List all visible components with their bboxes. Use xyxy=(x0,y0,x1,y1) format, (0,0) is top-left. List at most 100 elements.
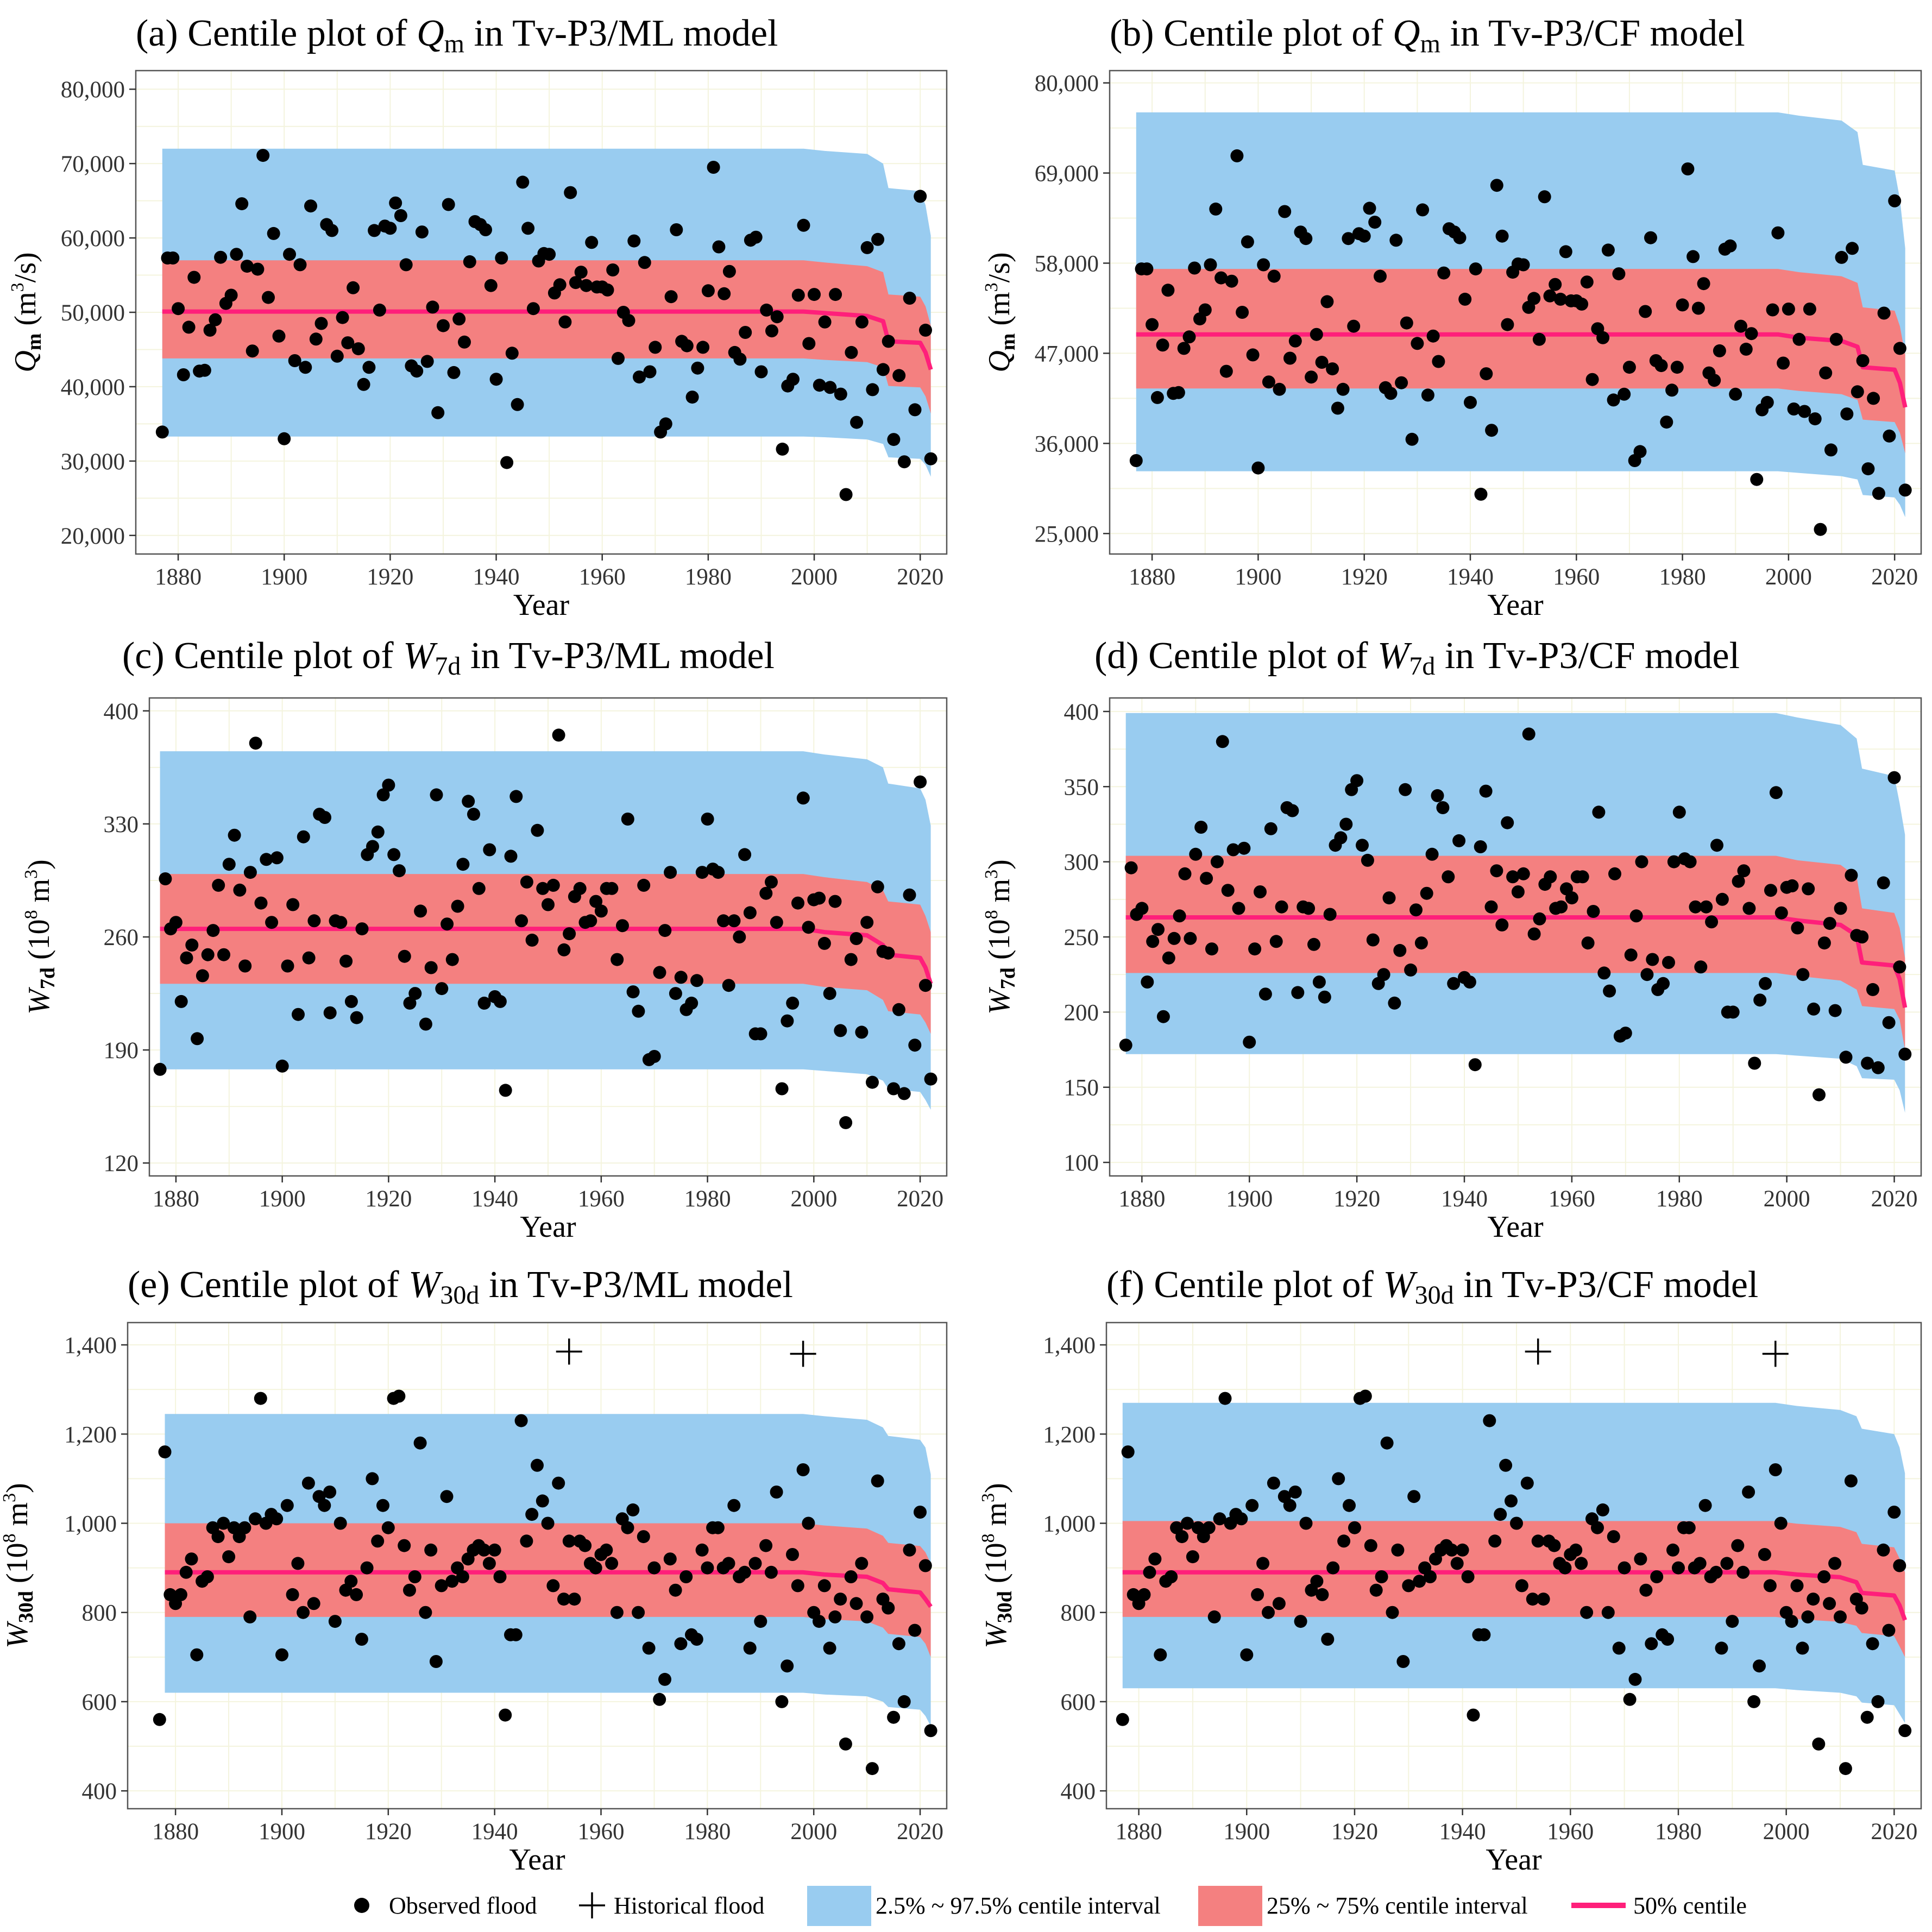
observed-point xyxy=(1650,1570,1664,1583)
panel-e: (e) Centile plot of W30d in Tv-P3/ML mod… xyxy=(0,1264,948,1877)
x-tick-label: 1920 xyxy=(365,1819,412,1845)
observed-point xyxy=(1693,1557,1707,1570)
observed-point xyxy=(206,924,220,937)
ylabel-subscript: m xyxy=(997,333,1020,351)
ylabel-subscript: 7d xyxy=(36,967,59,989)
observed-point xyxy=(914,190,927,203)
observed-point xyxy=(1409,903,1423,917)
observed-point xyxy=(860,241,874,254)
observed-point xyxy=(1129,454,1143,467)
observed-point xyxy=(187,270,201,284)
observed-point xyxy=(1750,473,1764,486)
observed-point xyxy=(1796,1641,1809,1655)
observed-point xyxy=(355,922,369,936)
observed-point xyxy=(431,406,445,419)
plot-frame xyxy=(127,1321,948,1810)
y-tick-label: 300 xyxy=(1064,850,1099,876)
observed-point xyxy=(344,995,358,1008)
observed-point xyxy=(1310,1575,1324,1588)
observed-point xyxy=(1299,1516,1313,1530)
observed-point xyxy=(638,256,651,269)
observed-point xyxy=(1882,1623,1896,1637)
observed-point xyxy=(1645,1637,1658,1651)
observed-point xyxy=(286,1588,299,1601)
observed-point xyxy=(1612,267,1626,281)
observed-point xyxy=(632,1004,645,1018)
observed-point xyxy=(1747,1695,1761,1708)
observed-point xyxy=(191,1032,204,1046)
panel-title: (a) Centile plot of Qm in Tv-P3/ML model xyxy=(136,12,778,58)
observed-point xyxy=(325,224,339,237)
observed-point xyxy=(1745,327,1758,341)
observed-point xyxy=(281,959,294,973)
observed-point xyxy=(616,919,629,933)
x-tick-label: 1920 xyxy=(1341,564,1388,590)
y-tick-label: 600 xyxy=(82,1690,117,1715)
observed-point xyxy=(185,938,199,952)
observed-point xyxy=(903,292,916,305)
observed-point xyxy=(1587,905,1600,918)
observed-point xyxy=(196,969,209,983)
observed-point xyxy=(1267,1476,1280,1490)
title-symbol: W xyxy=(408,1264,443,1306)
ylabel-symbol: W xyxy=(979,1621,1013,1648)
observed-point xyxy=(1505,1494,1518,1508)
observed-point xyxy=(1119,1039,1132,1052)
observed-point xyxy=(1343,1499,1356,1512)
title-symbol: Q xyxy=(417,12,444,54)
observed-point xyxy=(1760,395,1774,409)
observed-point xyxy=(892,1003,905,1016)
observed-point xyxy=(1461,1570,1475,1583)
observed-point xyxy=(1262,375,1275,389)
observed-point xyxy=(1828,1004,1842,1017)
observed-point xyxy=(376,788,390,802)
observed-point xyxy=(222,858,236,871)
observed-point xyxy=(775,1082,789,1096)
observed-point xyxy=(786,996,800,1010)
observed-point xyxy=(304,199,317,213)
observed-point xyxy=(1697,277,1710,291)
y-axis-label: W7d (108 m3) xyxy=(21,859,59,1015)
observed-point xyxy=(233,883,247,897)
observed-point xyxy=(558,315,572,329)
x-tick-label: 1940 xyxy=(471,1186,518,1212)
observed-point xyxy=(1450,1557,1464,1570)
observed-point xyxy=(670,223,683,236)
observed-point xyxy=(458,335,471,349)
observed-point xyxy=(1235,1512,1248,1526)
observed-point xyxy=(1777,356,1790,370)
observed-point xyxy=(903,1543,916,1557)
observed-point xyxy=(209,313,222,326)
x-tick-label: 1920 xyxy=(365,1186,412,1212)
observed-point xyxy=(1135,902,1149,915)
observed-point xyxy=(786,373,800,386)
observed-point xyxy=(1639,1583,1653,1597)
panel-a: (a) Centile plot of Qm in Tv-P3/ML model… xyxy=(8,12,948,622)
observed-point xyxy=(1726,1005,1740,1019)
observed-point xyxy=(1479,784,1493,798)
observed-point xyxy=(621,1521,634,1534)
observed-point xyxy=(1715,892,1729,906)
title-symbol: W xyxy=(1377,635,1412,677)
observed-point xyxy=(802,921,815,934)
observed-point xyxy=(531,1458,544,1472)
observed-point xyxy=(659,417,672,431)
observed-point xyxy=(546,1579,560,1593)
y-tick-label: 60,000 xyxy=(61,226,125,251)
observed-point xyxy=(1686,250,1700,263)
observed-point xyxy=(1866,1637,1879,1651)
y-tick-label: 1,400 xyxy=(1043,1333,1096,1358)
observed-point xyxy=(1272,1597,1286,1610)
observed-point xyxy=(504,849,518,863)
x-tick-label: 1940 xyxy=(1439,1819,1486,1845)
plot-frame xyxy=(1109,70,1922,555)
observed-point xyxy=(1404,963,1418,977)
observed-point xyxy=(727,1499,741,1512)
observed-point xyxy=(1262,1606,1275,1619)
observed-point xyxy=(1511,885,1525,898)
x-tick-label: 2020 xyxy=(897,1819,943,1845)
ylabel-units: (10 xyxy=(979,1543,1013,1591)
observed-point xyxy=(658,924,672,937)
observed-point xyxy=(1188,261,1201,275)
observed-point xyxy=(1358,1389,1372,1403)
